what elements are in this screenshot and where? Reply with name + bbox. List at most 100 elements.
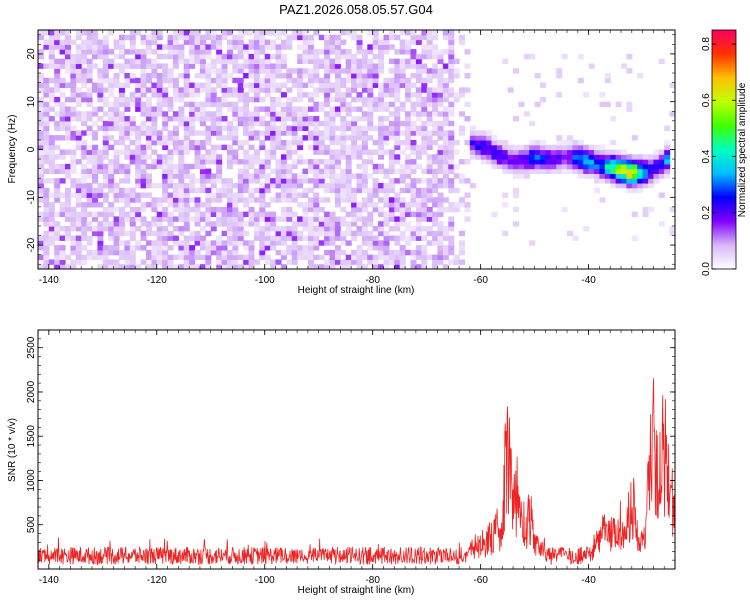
- heatmap-cell: [162, 264, 169, 269]
- heatmap-cell: [189, 101, 196, 108]
- heatmap-cell: [156, 111, 163, 117]
- heatmap-cell: [410, 92, 417, 98]
- heatmap-cell: [280, 125, 287, 131]
- heatmap-cell: [291, 30, 298, 36]
- heatmap-cell: [118, 197, 125, 203]
- heatmap-cell: [113, 240, 120, 246]
- spectrogram-cells: [38, 30, 675, 269]
- heatmap-cell: [97, 73, 104, 79]
- heatmap-cell: [86, 92, 93, 98]
- heatmap-cell: [394, 240, 401, 246]
- heatmap-cell: [394, 96, 401, 103]
- heatmap-cell: [561, 163, 568, 170]
- heatmap-cell: [189, 259, 196, 265]
- heatmap-cell: [124, 163, 131, 170]
- heatmap-cell: [437, 230, 444, 237]
- heatmap-cell: [48, 39, 55, 45]
- heatmap-cell: [415, 92, 422, 98]
- heatmap-cell: [48, 63, 55, 69]
- heatmap-cell: [54, 225, 61, 232]
- heatmap-cell: [81, 116, 88, 122]
- heatmap-cell: [399, 202, 406, 208]
- heatmap-cell: [189, 106, 196, 112]
- heatmap-cell: [637, 163, 644, 170]
- heatmap-cell: [221, 182, 228, 189]
- heatmap-cell: [340, 77, 347, 84]
- heatmap-cell: [189, 58, 196, 65]
- heatmap-cell: [286, 68, 293, 74]
- heatmap-cell: [253, 130, 260, 136]
- heatmap-cell: [172, 187, 179, 194]
- heatmap-cell: [345, 192, 352, 198]
- heatmap-cell: [529, 159, 536, 165]
- heatmap-cell: [275, 125, 282, 131]
- heatmap-cell: [145, 111, 152, 117]
- heatmap-cell: [210, 34, 217, 41]
- heatmap-cell: [205, 49, 212, 55]
- heatmap-cell: [91, 34, 98, 41]
- heatmap-cell: [113, 63, 120, 69]
- heatmap-cell: [442, 77, 449, 84]
- heatmap-cell: [162, 159, 169, 165]
- heatmap-cell: [108, 82, 115, 88]
- heatmap-cell: [54, 87, 61, 93]
- heatmap-cell: [669, 230, 675, 237]
- heatmap-cell: [135, 154, 142, 160]
- heatmap-cell: [426, 154, 433, 160]
- heatmap-cell: [410, 149, 417, 155]
- heatmap-cell: [367, 135, 374, 141]
- heatmap-cell: [86, 44, 93, 50]
- heatmap-cell: [237, 187, 244, 194]
- heatmap-cell: [135, 211, 142, 218]
- heatmap-cell: [383, 87, 390, 93]
- heatmap-cell: [437, 82, 444, 88]
- heatmap-cell: [421, 202, 428, 208]
- heatmap-cell: [378, 163, 385, 170]
- heatmap-cell: [334, 216, 341, 222]
- heatmap-cell: [113, 259, 120, 265]
- heatmap-cell: [124, 101, 131, 108]
- heatmap-cell: [189, 235, 196, 241]
- heatmap-cell: [302, 211, 309, 218]
- heatmap-cell: [313, 202, 320, 208]
- heatmap-cell: [621, 154, 628, 160]
- heatmap-cell: [642, 182, 649, 189]
- heatmap-cell: [307, 235, 314, 241]
- heatmap-cell: [243, 168, 250, 174]
- heatmap-cell: [318, 34, 325, 41]
- heatmap-cell: [145, 139, 152, 146]
- heatmap-cell: [410, 49, 417, 55]
- heatmap-cell: [54, 259, 61, 265]
- heatmap-cell: [81, 163, 88, 170]
- heatmap-cell: [324, 44, 331, 50]
- heatmap-cell: [378, 39, 385, 45]
- heatmap-cell: [232, 235, 239, 241]
- heatmap-cell: [275, 225, 282, 232]
- heatmap-cell: [270, 197, 277, 203]
- heatmap-cell: [297, 192, 304, 198]
- heatmap-cell: [334, 182, 341, 189]
- heatmap-cell: [43, 106, 50, 112]
- heatmap-cell: [496, 159, 503, 165]
- heatmap-cell: [216, 73, 223, 79]
- heatmap-cell: [205, 82, 212, 88]
- heatmap-cell: [216, 168, 223, 174]
- heatmap-cell: [334, 125, 341, 131]
- heatmap-cell: [183, 125, 190, 131]
- heatmap-cell: [129, 125, 136, 131]
- heatmap-cell: [38, 144, 44, 151]
- heatmap-cell: [610, 154, 617, 160]
- heatmap-cell: [361, 254, 368, 261]
- heatmap-cell: [642, 168, 649, 174]
- heatmap-cell: [135, 63, 142, 69]
- heatmap-cell: [340, 135, 347, 141]
- heatmap-cell: [361, 206, 368, 213]
- heatmap-cell: [210, 249, 217, 256]
- heatmap-cell: [432, 178, 439, 184]
- heatmap-cell: [378, 125, 385, 131]
- heatmap-cell: [108, 178, 115, 184]
- heatmap-cell: [129, 44, 136, 50]
- heatmap-cell: [178, 264, 185, 269]
- heatmap-cell: [313, 178, 320, 184]
